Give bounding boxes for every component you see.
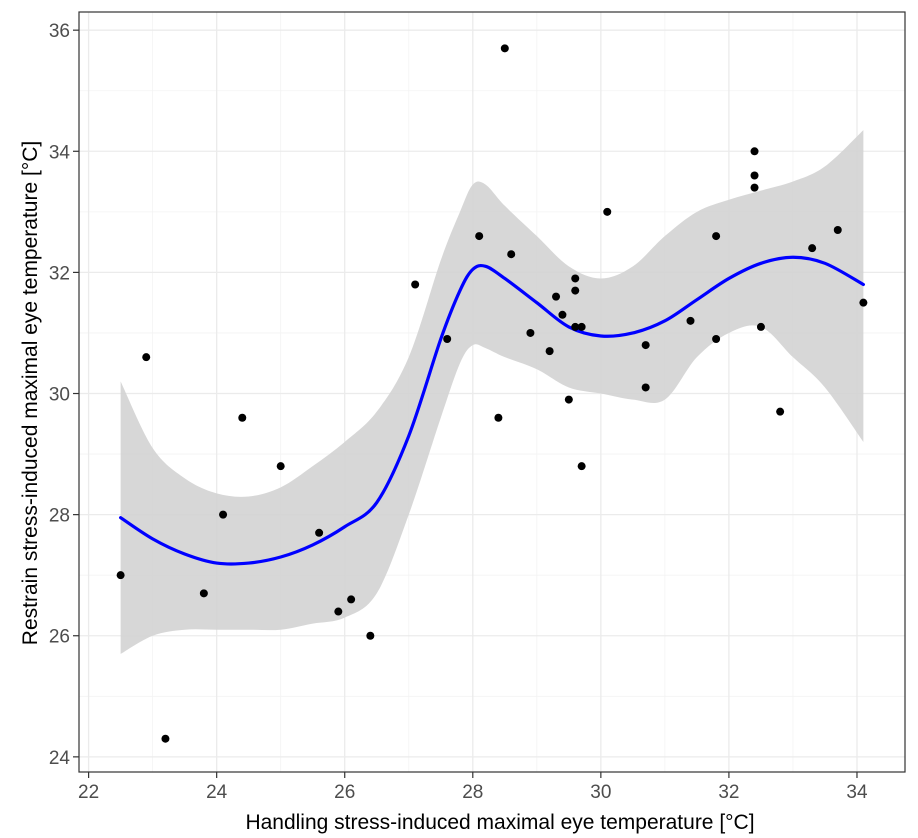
x-tick-label: 24 xyxy=(206,782,228,803)
grid-lines xyxy=(79,12,905,772)
x-tick-label: 28 xyxy=(462,782,483,803)
data-point xyxy=(475,232,484,241)
data-point xyxy=(571,286,580,295)
data-point xyxy=(686,316,695,325)
data-point xyxy=(161,734,170,743)
y-tick-label: 36 xyxy=(49,21,70,42)
data-point xyxy=(545,347,554,356)
data-points xyxy=(116,44,868,743)
x-axis-title: Handling stress-induced maximal eye temp… xyxy=(245,811,754,834)
smooth-line-layer xyxy=(119,255,865,566)
y-axis-title: Restrain stress-induced maximal eye temp… xyxy=(19,141,42,645)
data-point xyxy=(750,147,759,156)
data-point xyxy=(750,171,759,180)
data-point xyxy=(526,328,535,337)
data-point xyxy=(571,322,580,331)
data-point xyxy=(859,298,868,307)
y-tick-label: 34 xyxy=(49,142,71,163)
data-point xyxy=(641,383,650,392)
data-point xyxy=(500,44,509,53)
data-point xyxy=(833,226,842,235)
data-point xyxy=(571,274,580,283)
y-tick-label: 26 xyxy=(49,627,70,648)
x-axis-ticks: 22 24 26 28 30 32 34 xyxy=(78,772,868,803)
data-point xyxy=(443,335,452,344)
data-point xyxy=(603,207,612,216)
confidence-band-layer xyxy=(120,130,864,654)
data-point xyxy=(507,250,516,259)
data-point xyxy=(712,232,721,241)
data-point xyxy=(142,353,151,362)
data-point xyxy=(756,322,765,331)
x-tick-label: 34 xyxy=(846,782,868,803)
y-tick-label: 28 xyxy=(49,506,70,527)
confidence-band xyxy=(120,130,864,654)
x-tick-label: 26 xyxy=(334,782,355,803)
data-point xyxy=(347,595,356,604)
data-point xyxy=(712,335,721,344)
data-point xyxy=(116,571,125,580)
y-tick-label: 30 xyxy=(49,385,70,406)
y-tick-label: 24 xyxy=(49,748,71,769)
panel-border xyxy=(78,11,906,773)
data-point xyxy=(776,407,785,416)
data-point xyxy=(315,528,324,537)
smooth-line xyxy=(119,255,865,566)
data-point xyxy=(641,341,650,350)
y-tick-label: 32 xyxy=(49,263,70,284)
data-point xyxy=(366,631,375,640)
x-tick-label: 32 xyxy=(718,782,739,803)
data-point xyxy=(494,413,503,422)
x-tick-label: 30 xyxy=(590,782,611,803)
y-axis-ticks: 24 26 28 30 32 34 36 xyxy=(49,21,79,769)
data-point xyxy=(219,510,228,519)
data-point xyxy=(552,292,561,301)
data-point xyxy=(577,322,586,331)
x-tick-label: 22 xyxy=(78,782,99,803)
data-point xyxy=(577,462,586,471)
data-point xyxy=(750,183,759,192)
data-point xyxy=(199,589,208,598)
data-point xyxy=(564,395,573,404)
data-point xyxy=(238,413,247,422)
data-point xyxy=(334,607,343,616)
data-point xyxy=(808,244,817,253)
data-point xyxy=(558,310,567,319)
data-point xyxy=(411,280,420,289)
data-point xyxy=(276,462,285,471)
